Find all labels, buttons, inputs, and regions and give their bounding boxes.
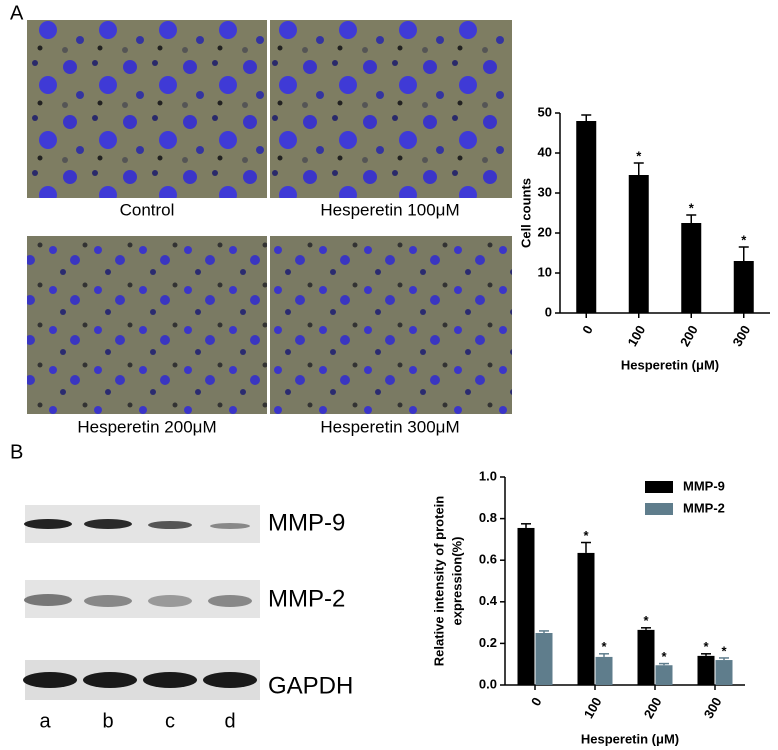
micrograph [27, 236, 267, 414]
significance-mark: * [703, 639, 709, 654]
panel-label: B [10, 441, 23, 463]
x-tick-label: 100 [624, 323, 648, 349]
legend-swatch [645, 481, 673, 493]
y-tick-label: 0 [545, 304, 552, 319]
bar [517, 527, 535, 685]
blot-band [83, 672, 137, 688]
blot-band [23, 672, 77, 688]
western-blot [23, 505, 260, 700]
x-tick-label: 300 [701, 695, 725, 721]
bar [681, 223, 702, 313]
y-axis-label: Cell counts [518, 178, 533, 248]
x-tick-label: 200 [641, 695, 665, 721]
bar [595, 656, 613, 685]
bar [577, 552, 595, 685]
image-caption: Hesperetin 200μM [77, 417, 216, 436]
blot-band [203, 672, 257, 688]
y-tick-label: 0.6 [479, 552, 497, 567]
legend-label: MMP-2 [683, 500, 725, 515]
blot-band [24, 594, 72, 606]
chart: 0 10 20 30 40 50 0 100 * 200 * 300 * Cell counts Hespe… [518, 104, 770, 372]
y-tick-label: 0.4 [479, 593, 498, 608]
y-tick-label: 1.0 [479, 468, 497, 483]
y-tick-label: 10 [538, 264, 552, 279]
blot-band [148, 521, 192, 529]
x-tick-label: 300 [729, 323, 753, 349]
x-tick-label: 200 [677, 323, 701, 349]
micrograph [27, 20, 267, 198]
blot-band [84, 519, 132, 529]
bar [576, 121, 597, 313]
micrograph [270, 236, 512, 414]
blot-band [24, 519, 72, 529]
image-caption: Control [120, 200, 175, 219]
y-tick-label: 0.8 [479, 510, 497, 525]
lane-label: b [102, 710, 113, 732]
x-tick-label: 100 [581, 695, 605, 721]
significance-mark: * [636, 148, 642, 163]
band-label: MMP-9 [268, 509, 345, 536]
blot-band [210, 523, 250, 529]
y-tick-label: 0.0 [479, 676, 497, 691]
y-tick-label: 30 [538, 184, 552, 199]
bar [655, 665, 673, 685]
panel-label: A [10, 2, 24, 24]
y-axis-label: expression(%) [449, 537, 464, 626]
x-tick-label: 0 [579, 323, 596, 337]
lane-label: d [224, 710, 235, 732]
x-axis-label: Hesperetin (μM) [581, 731, 679, 746]
blot-band [84, 595, 132, 607]
significance-mark: * [643, 613, 649, 628]
x-axis-label: Hesperetin (μM) [621, 357, 719, 372]
lane-label: c [165, 710, 175, 732]
bar [715, 660, 733, 685]
bar [535, 633, 553, 685]
blot-band [148, 595, 192, 607]
lane-label: a [39, 710, 51, 732]
micrograph [270, 20, 512, 198]
blot-band [143, 672, 197, 688]
chart: 0.0 0.2 0.4 0.6 0.8 1.0 0 100 * * 200 * * 300 * * Relati… [431, 468, 745, 746]
significance-mark: * [689, 200, 695, 215]
y-axis-label: Relative intensity of protein [431, 496, 446, 667]
significance-mark: * [741, 232, 747, 247]
y-tick-label: 20 [538, 224, 552, 239]
band-label: GAPDH [268, 672, 353, 699]
image-caption: Hesperetin 100μM [320, 200, 459, 219]
bar [733, 261, 754, 313]
bar [637, 629, 655, 685]
legend-swatch [645, 503, 673, 515]
significance-mark: * [583, 528, 589, 543]
blot-band [208, 595, 252, 607]
significance-mark: * [661, 649, 667, 664]
x-tick-label: 0 [528, 695, 545, 709]
bar [628, 175, 649, 313]
band-label: MMP-2 [268, 585, 345, 612]
y-tick-label: 40 [538, 144, 552, 159]
image-caption: Hesperetin 300μM [320, 417, 459, 436]
legend-label: MMP-9 [683, 478, 725, 493]
significance-mark: * [721, 643, 727, 658]
y-tick-label: 0.2 [479, 635, 497, 650]
significance-mark: * [601, 639, 607, 654]
y-tick-label: 50 [538, 104, 552, 119]
bar [697, 655, 715, 685]
